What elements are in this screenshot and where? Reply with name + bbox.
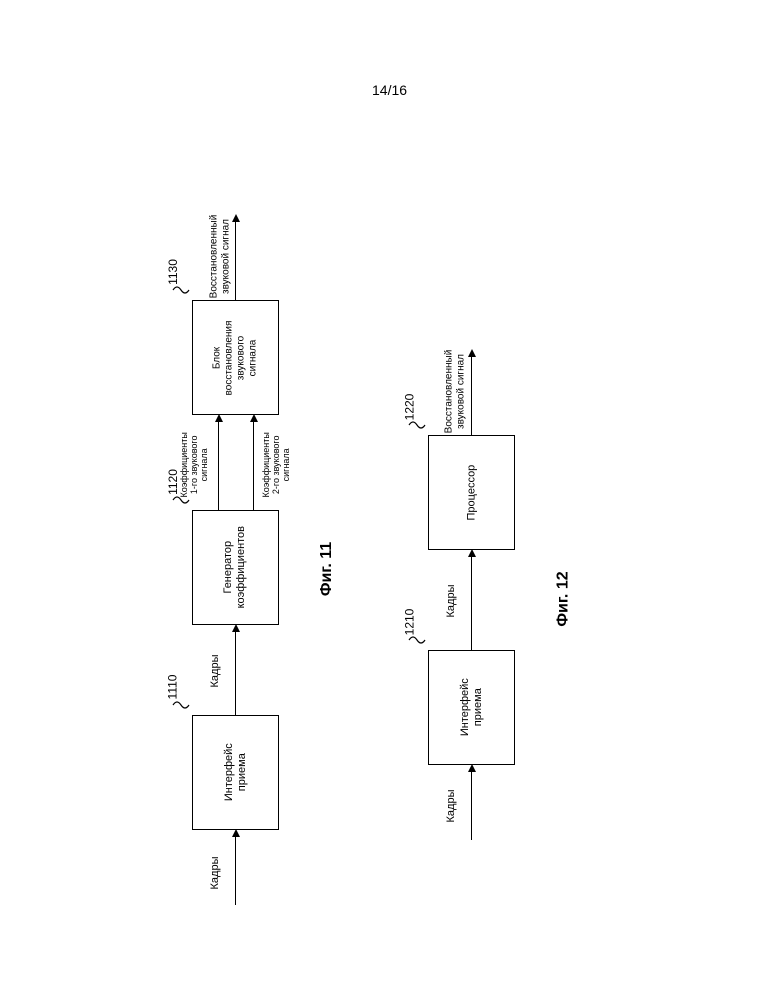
- fig12-input-arrow-head: [468, 764, 476, 772]
- fig12-ref-1210: 1210: [402, 609, 416, 636]
- fig12-output-arrow: [471, 355, 472, 435]
- fig12-box-1220-text: Процессор: [465, 465, 478, 521]
- fig12-caption: Фиг. 12: [555, 571, 573, 626]
- fig12-input-label: Кадры: [445, 781, 457, 831]
- fig12-box-1210-text: Интерфейс приема: [458, 679, 484, 737]
- fig12-label-frames: Кадры: [445, 576, 457, 626]
- fig12-input-arrow: [471, 770, 472, 840]
- fig12-arrow-1-2: [471, 555, 472, 650]
- fig12-output-arrow-head: [468, 349, 476, 357]
- fig12-output-label: Восстановленный звуковой сигнал: [444, 337, 467, 447]
- fig12-ref-1220: 1220: [402, 394, 416, 421]
- fig12-box-1220: Процессор: [428, 435, 515, 550]
- fig12-arrow-1-2-head: [468, 549, 476, 557]
- figure-12: Кадры Интерфейс приема 1210 Кадры Процес…: [0, 0, 772, 999]
- fig12-box-1210: Интерфейс приема: [428, 650, 515, 765]
